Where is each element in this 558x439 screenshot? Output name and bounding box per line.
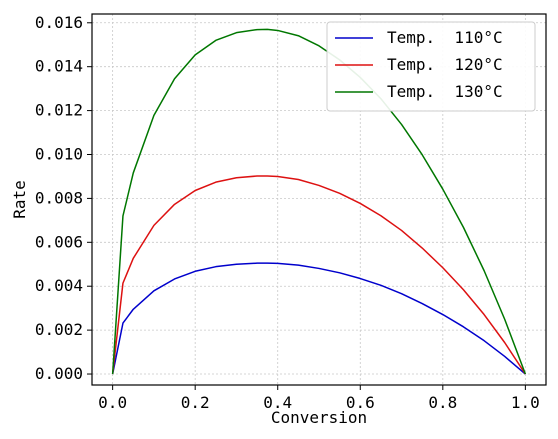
x-tick-label: 0.2 bbox=[181, 393, 210, 412]
series-layer bbox=[111, 28, 527, 375]
series-line-1 bbox=[111, 262, 526, 375]
x-axis: 0.0 0.2 0.4 0.6 0.8 1.0 bbox=[98, 385, 540, 412]
y-tick-label: 0.000 bbox=[35, 364, 83, 383]
y-tick-label: 0.002 bbox=[35, 320, 83, 339]
y-tick-label: 0.004 bbox=[35, 276, 83, 295]
y-axis-label: Rate bbox=[10, 180, 29, 219]
y-tick-label: 0.006 bbox=[35, 232, 83, 251]
plot-frame bbox=[91, 13, 547, 386]
x-tick-label: 0.0 bbox=[98, 393, 127, 412]
y-axis: 0.000 0.002 0.004 0.006 0.008 0.010 0.012 0.014… bbox=[35, 13, 92, 383]
y-tick-label: 0.008 bbox=[35, 188, 83, 207]
legend-label-3: Temp. 130°C bbox=[387, 82, 503, 101]
legend-box bbox=[326, 21, 536, 112]
legend-label-1: Temp. 110°C bbox=[387, 28, 503, 47]
y-tick-label: 0.016 bbox=[35, 13, 83, 32]
series-line-2 bbox=[111, 175, 526, 375]
x-axis-label: Conversion bbox=[271, 408, 367, 427]
series-line-3 bbox=[111, 28, 527, 375]
y-tick-label: 0.010 bbox=[35, 144, 83, 163]
x-tick-label: 0.4 bbox=[263, 393, 292, 412]
y-tick-label: 0.012 bbox=[35, 101, 83, 120]
legend: Temp. 110°C Temp. 120°C Temp. 130°C bbox=[326, 21, 536, 112]
x-tick-label: 0.6 bbox=[346, 393, 375, 412]
y-tick-label: 0.014 bbox=[35, 57, 83, 76]
legend-label-2: Temp. 120°C bbox=[387, 55, 503, 74]
x-tick-label: 1.0 bbox=[511, 393, 540, 412]
x-tick-label: 0.8 bbox=[428, 393, 457, 412]
